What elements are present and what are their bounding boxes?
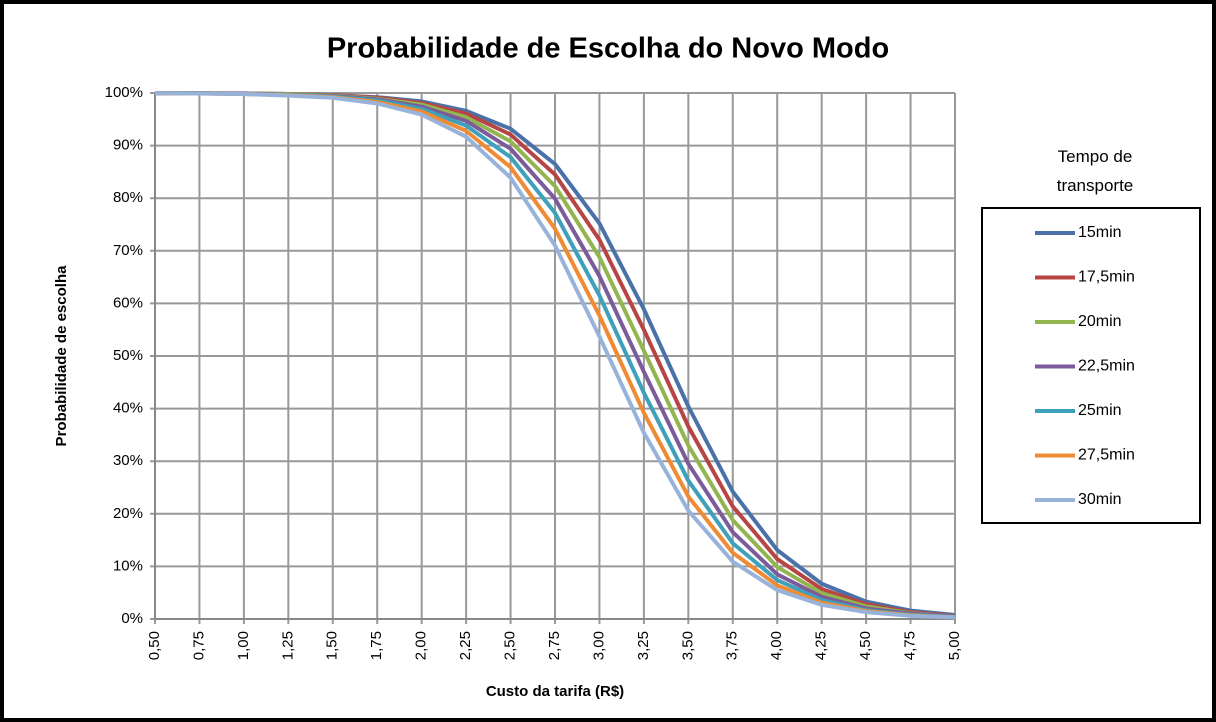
x-tick-label: 2,75 bbox=[546, 631, 563, 660]
x-tick-label: 2,00 bbox=[413, 631, 430, 660]
x-tick-label: 3,75 bbox=[724, 631, 741, 660]
y-tick-label: 20% bbox=[113, 505, 143, 522]
series-line bbox=[154, 91, 956, 620]
legend-label: 27,5min bbox=[1078, 447, 1135, 464]
x-tick-label: 1,75 bbox=[368, 631, 385, 660]
y-tick-label: 50% bbox=[113, 347, 143, 364]
x-tick-label: 1,00 bbox=[235, 631, 252, 660]
x-tick-label: 0,75 bbox=[190, 631, 207, 660]
x-tick-label: 5,00 bbox=[946, 631, 963, 660]
legend-label: 30min bbox=[1078, 491, 1122, 508]
legend-title: Tempo de transporte bbox=[1056, 147, 1134, 195]
y-tick-label: 30% bbox=[113, 452, 143, 469]
x-tick-label: 1,25 bbox=[279, 631, 296, 660]
y-tick-label: 90% bbox=[113, 137, 143, 154]
x-tick-label: 4,00 bbox=[768, 631, 785, 660]
x-axis-label: Custo da tarifa (R$) bbox=[486, 683, 624, 700]
x-tick-label: 2,25 bbox=[457, 631, 474, 660]
chart-title: Probabilidade de Escolha do Novo Modo bbox=[327, 33, 889, 65]
y-axis-label: Probabilidade de escolha bbox=[53, 265, 70, 447]
y-tick-label: 60% bbox=[113, 294, 143, 311]
x-tick-label: 0,50 bbox=[146, 631, 163, 660]
legend-box bbox=[981, 207, 1201, 524]
x-tick-label: 3,50 bbox=[679, 631, 696, 660]
x-tick-label: 4,25 bbox=[813, 631, 830, 660]
x-tick-label: 4,50 bbox=[857, 631, 874, 660]
y-tick-label: 0% bbox=[121, 610, 143, 627]
legend-label: 22,5min bbox=[1078, 358, 1135, 375]
x-tick-label: 3,25 bbox=[635, 631, 652, 660]
x-tick-label: 4,75 bbox=[902, 631, 919, 660]
legend-label: 15min bbox=[1078, 224, 1122, 241]
y-tick-label: 80% bbox=[113, 189, 143, 206]
x-tick-label: 1,50 bbox=[324, 631, 341, 660]
y-tick-label: 100% bbox=[105, 84, 143, 101]
y-tick-label: 70% bbox=[113, 242, 143, 259]
legend-label: 25min bbox=[1078, 402, 1122, 419]
legend-label: 20min bbox=[1078, 313, 1122, 330]
x-tick-label: 3,00 bbox=[590, 631, 607, 660]
y-tick-label: 10% bbox=[113, 557, 143, 574]
y-tick-label: 40% bbox=[113, 400, 143, 417]
legend-label: 17,5min bbox=[1078, 269, 1135, 286]
x-tick-label: 2,50 bbox=[502, 631, 519, 660]
